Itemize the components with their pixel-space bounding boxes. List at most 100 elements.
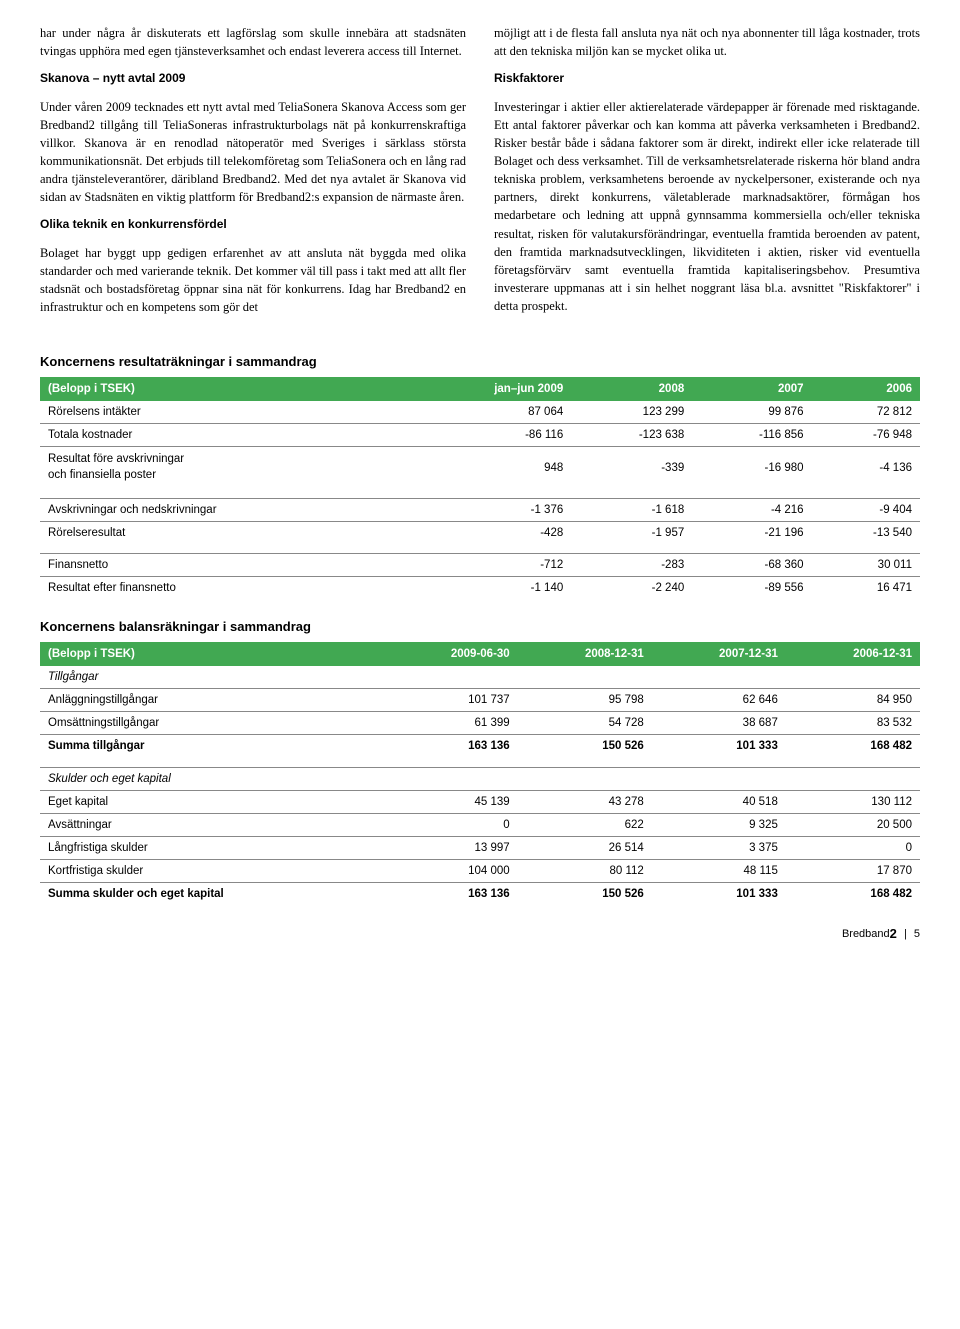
table-cell: 99 876	[692, 401, 811, 424]
table-cell: 40 518	[652, 790, 786, 813]
table-cell: -4 136	[812, 447, 920, 489]
table-row: Finansnetto-712-283-68 36030 011	[40, 554, 920, 577]
table-header-row: (Belopp i TSEK) jan–jun 2009 2008 2007 2…	[40, 377, 920, 401]
table-cell: -2 240	[571, 577, 692, 600]
subheading: Riskfaktorer	[494, 70, 920, 87]
table-cell: 20 500	[786, 813, 920, 836]
subheading: Skanova – nytt avtal 2009	[40, 70, 466, 87]
table-row: Eget kapital45 13943 27840 518130 112	[40, 790, 920, 813]
table-cell: 13 997	[384, 836, 518, 859]
table-row: Resultat före avskrivningaroch finansiel…	[40, 447, 920, 489]
table-cell: Skulder och eget kapital	[40, 767, 384, 790]
table-cell: Avskrivningar och nedskrivningar	[40, 498, 404, 521]
table-cell: -1 957	[571, 521, 692, 544]
table-cell: 17 870	[786, 859, 920, 882]
table-cell: -1 618	[571, 498, 692, 521]
table-header: 2007-12-31	[652, 642, 786, 666]
table-header: 2009-06-30	[384, 642, 518, 666]
table-cell: 101 333	[652, 882, 786, 905]
table-row: Långfristiga skulder13 99726 5143 3750	[40, 836, 920, 859]
table-row: Omsättningstillgångar61 39954 72838 6878…	[40, 712, 920, 735]
table-cell: -712	[404, 554, 572, 577]
paragraph: Bolaget har byggt upp gedigen erfarenhet…	[40, 244, 466, 317]
table-cell: -1 140	[404, 577, 572, 600]
table-cell: 123 299	[571, 401, 692, 424]
table-cell: 83 532	[786, 712, 920, 735]
footer-brand-2: 2	[890, 926, 897, 941]
table-header: jan–jun 2009	[404, 377, 572, 401]
table-row: Anläggningstillgångar101 73795 79862 646…	[40, 689, 920, 712]
table-cell	[384, 767, 518, 790]
table-cell: -116 856	[692, 424, 811, 447]
table-header: (Belopp i TSEK)	[40, 642, 384, 666]
page-number: 5	[914, 928, 920, 940]
table-row: Kortfristiga skulder104 00080 11248 1151…	[40, 859, 920, 882]
footer-brand: Bredband	[842, 928, 890, 940]
table-row: Rörelseresultat-428-1 957-21 196-13 540	[40, 521, 920, 544]
table-cell: Resultat efter finansnetto	[40, 577, 404, 600]
table-cell: 30 011	[812, 554, 920, 577]
table-cell: 48 115	[652, 859, 786, 882]
table-cell: -123 638	[571, 424, 692, 447]
table-header: 2008-12-31	[518, 642, 652, 666]
table-cell: Eget kapital	[40, 790, 384, 813]
table-cell: -339	[571, 447, 692, 489]
table-cell: 130 112	[786, 790, 920, 813]
table-cell	[786, 767, 920, 790]
table-cell: -9 404	[812, 498, 920, 521]
table-spacer	[40, 544, 920, 554]
table-cell: 150 526	[518, 735, 652, 758]
left-column: har under några år diskuterats ett lagfö…	[40, 24, 466, 326]
footer-divider: |	[904, 928, 907, 940]
table-section-row: Skulder och eget kapital	[40, 767, 920, 790]
table-cell	[384, 666, 518, 689]
table-cell: 26 514	[518, 836, 652, 859]
table-cell: 38 687	[652, 712, 786, 735]
table-cell	[652, 666, 786, 689]
table-cell: 168 482	[786, 882, 920, 905]
table-cell: 9 325	[652, 813, 786, 836]
table-cell: -89 556	[692, 577, 811, 600]
table-cell: 54 728	[518, 712, 652, 735]
table-cell: 0	[786, 836, 920, 859]
table-cell	[652, 767, 786, 790]
table-cell: 150 526	[518, 882, 652, 905]
table-cell: -1 376	[404, 498, 572, 521]
table-cell: 0	[384, 813, 518, 836]
table-cell: -86 116	[404, 424, 572, 447]
table-cell: 16 471	[812, 577, 920, 600]
table-cell: Totala kostnader	[40, 424, 404, 447]
paragraph: Under våren 2009 tecknades ett nytt avta…	[40, 98, 466, 207]
table-cell: 163 136	[384, 882, 518, 905]
table-cell: -76 948	[812, 424, 920, 447]
table-row: Avsättningar06229 32520 500	[40, 813, 920, 836]
table-cell: 43 278	[518, 790, 652, 813]
paragraph: Investeringar i aktier eller aktierelate…	[494, 98, 920, 316]
table-cell: 80 112	[518, 859, 652, 882]
table-cell: Avsättningar	[40, 813, 384, 836]
table-cell: 87 064	[404, 401, 572, 424]
table-header: 2006	[812, 377, 920, 401]
page-footer: Bredband2 | 5	[40, 925, 920, 940]
table-section-row: Tillgångar	[40, 666, 920, 689]
table-cell: -428	[404, 521, 572, 544]
table-spacer	[40, 757, 920, 767]
table-cell: Summa skulder och eget kapital	[40, 882, 384, 905]
table-row: Avskrivningar och nedskrivningar-1 376-1…	[40, 498, 920, 521]
table-title: Koncernens resultaträkningar i sammandra…	[40, 354, 920, 369]
paragraph: möjligt att i de flesta fall ansluta nya…	[494, 24, 920, 60]
table-cell: -13 540	[812, 521, 920, 544]
table-cell: Rörelseresultat	[40, 521, 404, 544]
table-cell: 101 333	[652, 735, 786, 758]
table-cell	[786, 666, 920, 689]
table-cell	[518, 666, 652, 689]
table-cell: 62 646	[652, 689, 786, 712]
two-column-text: har under några år diskuterats ett lagfö…	[40, 24, 920, 326]
table-row: Summa tillgångar163 136150 526101 333168…	[40, 735, 920, 758]
table-cell: Anläggningstillgångar	[40, 689, 384, 712]
income-statement-table: (Belopp i TSEK) jan–jun 2009 2008 2007 2…	[40, 377, 920, 599]
table-cell: 948	[404, 447, 572, 489]
table-header: 2006-12-31	[786, 642, 920, 666]
right-column: möjligt att i de flesta fall ansluta nya…	[494, 24, 920, 326]
table-header: (Belopp i TSEK)	[40, 377, 404, 401]
